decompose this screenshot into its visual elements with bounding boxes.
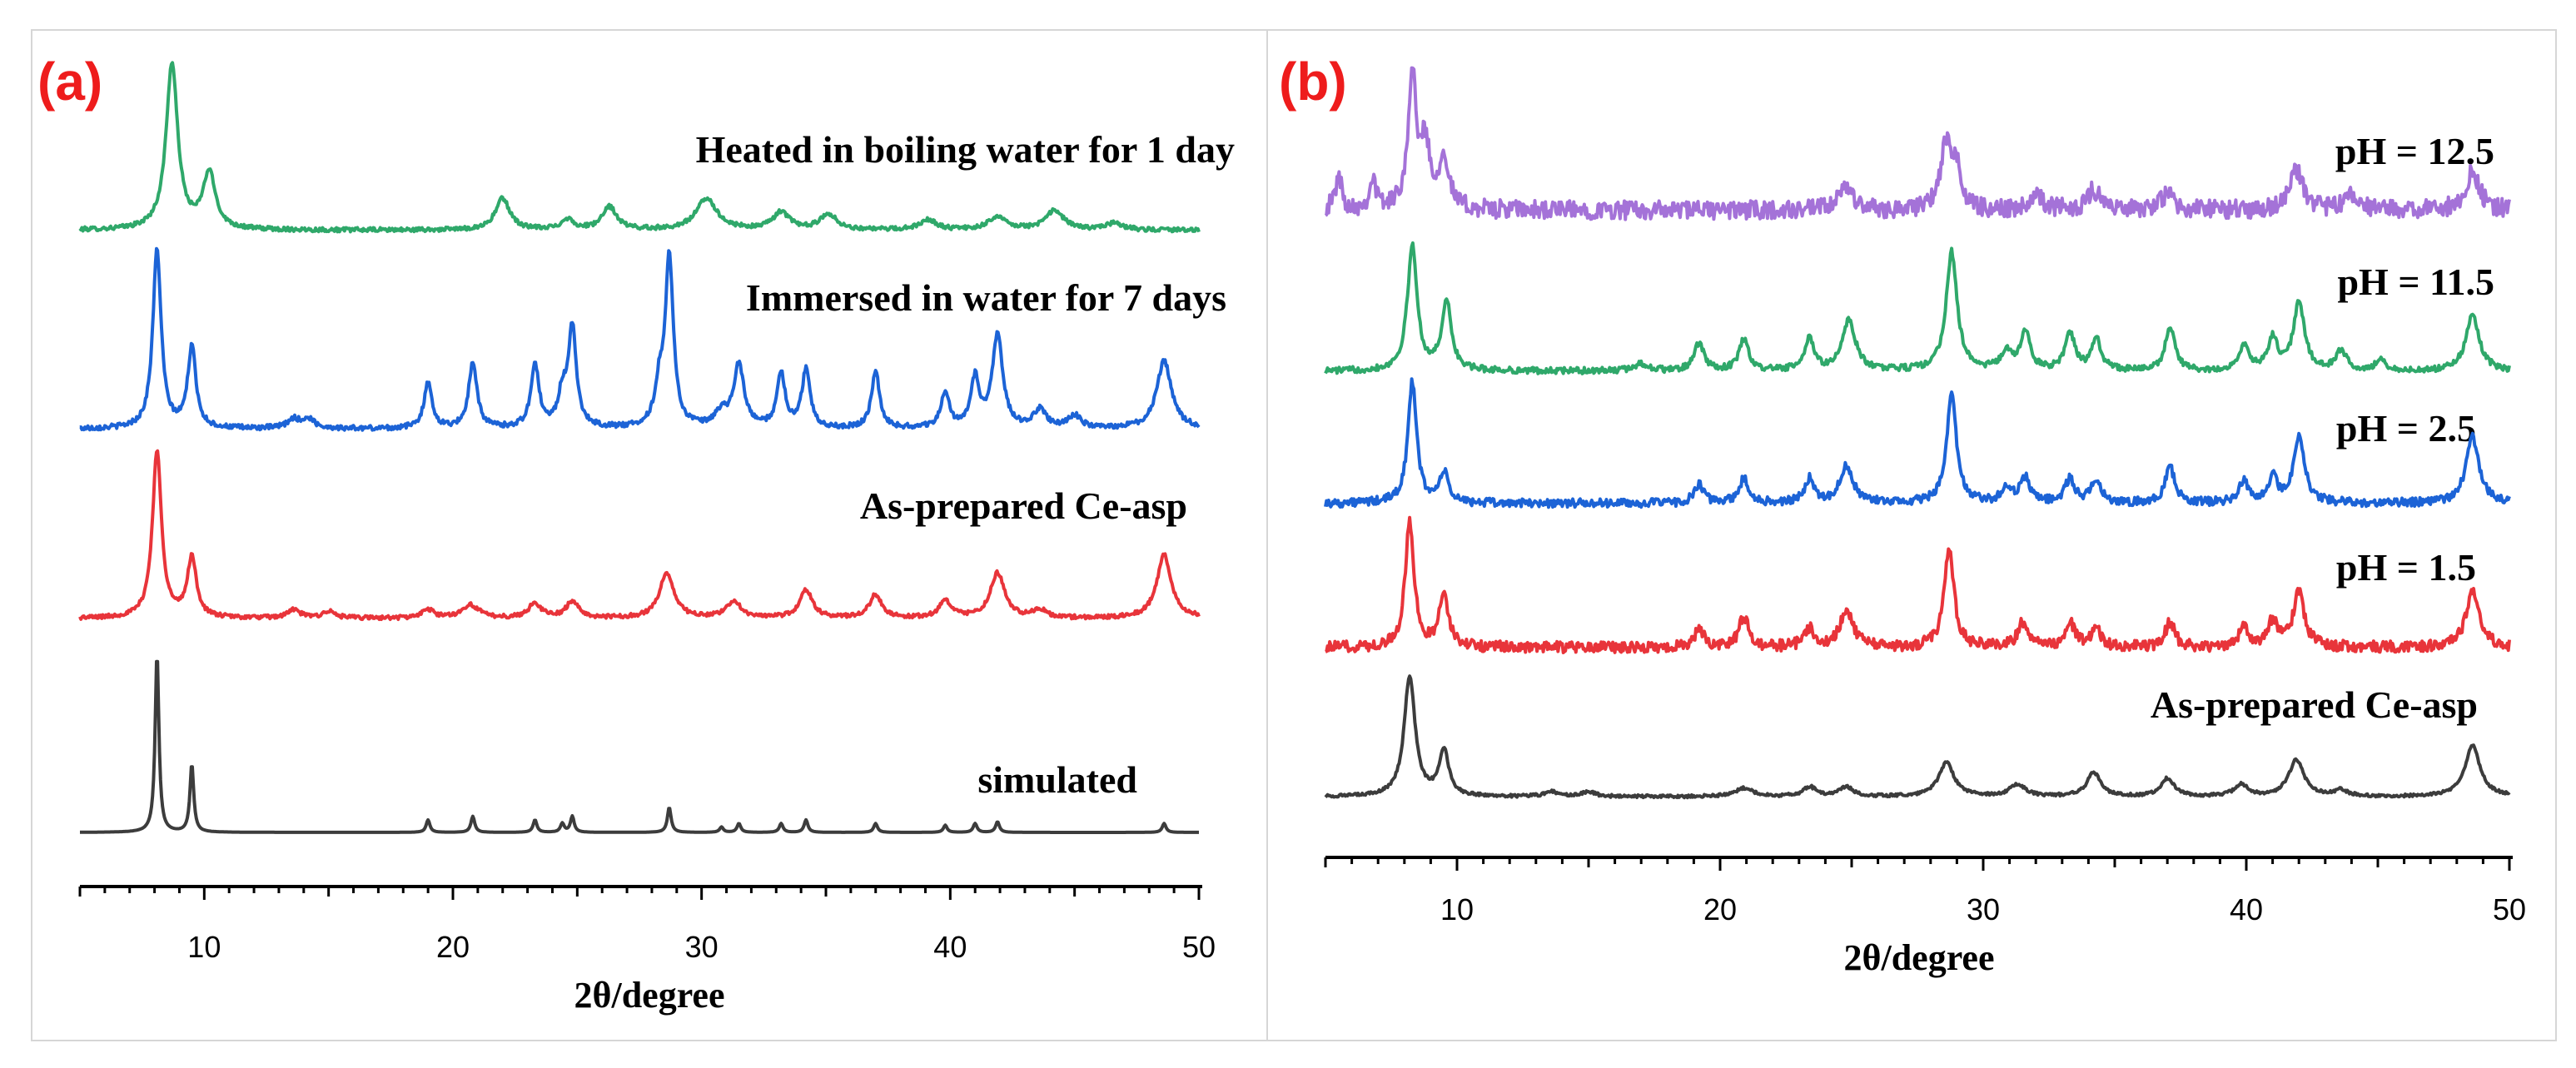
x-tick-label-b: 40 bbox=[2230, 892, 2263, 926]
x-tick-label-a: 10 bbox=[187, 930, 221, 964]
x-tick-label-b: 50 bbox=[2493, 892, 2526, 926]
series-label-a-boiling: Heated in boiling water for 1 day bbox=[696, 128, 1235, 171]
series-line-b-2 bbox=[1324, 377, 2511, 509]
series-line-a-0 bbox=[78, 61, 1201, 234]
series-label-b-asprepared: As-prepared Ce-asp bbox=[2151, 683, 2478, 726]
panel-b-label: (b) bbox=[1279, 52, 1347, 112]
series-line-b-3 bbox=[1325, 515, 2511, 654]
x-axis-title-a: 2θ/degree bbox=[574, 975, 725, 1016]
series-label-a-asprepared: As-prepared Ce-asp bbox=[860, 484, 1187, 527]
series-line-a-2 bbox=[78, 449, 1201, 622]
plot-panel-b: 10 20 30 40 50 bbox=[1324, 66, 2526, 926]
series-label-b-ph15: pH = 1.5 bbox=[2336, 546, 2476, 589]
series-label-a-simulated: simulated bbox=[977, 758, 1137, 801]
x-tick-label-a: 50 bbox=[1182, 930, 1216, 964]
series-line-a-1 bbox=[79, 246, 1201, 432]
x-tick-label-a: 40 bbox=[933, 930, 967, 964]
x-tick-label-b: 20 bbox=[1703, 892, 1737, 926]
x-tick-label-a: 20 bbox=[436, 930, 470, 964]
series-label-b-ph25: pH = 2.5 bbox=[2336, 407, 2476, 450]
series-line-b-0 bbox=[1324, 66, 2511, 221]
x-tick-label-b: 10 bbox=[1440, 892, 1474, 926]
series-line-b-1 bbox=[1324, 241, 2511, 375]
plot-panel-a: 10 20 30 40 50 bbox=[78, 61, 1216, 964]
panel-a-label: (a) bbox=[37, 52, 102, 112]
x-tick-label-a: 30 bbox=[685, 930, 719, 964]
panel-b-frame bbox=[1266, 29, 2557, 1041]
x-axis-title-b: 2θ/degree bbox=[1844, 937, 1995, 978]
panel-a-frame bbox=[31, 29, 1268, 1041]
series-label-a-immersed: Immersed in water for 7 days bbox=[746, 276, 1226, 319]
series-label-b-ph125: pH = 12.5 bbox=[2335, 130, 2494, 172]
series-line-a-3 bbox=[79, 659, 1200, 834]
x-tick-label-b: 30 bbox=[1967, 892, 2000, 926]
series-line-b-4 bbox=[1324, 674, 2511, 800]
series-label-b-ph115: pH = 11.5 bbox=[2337, 261, 2494, 303]
